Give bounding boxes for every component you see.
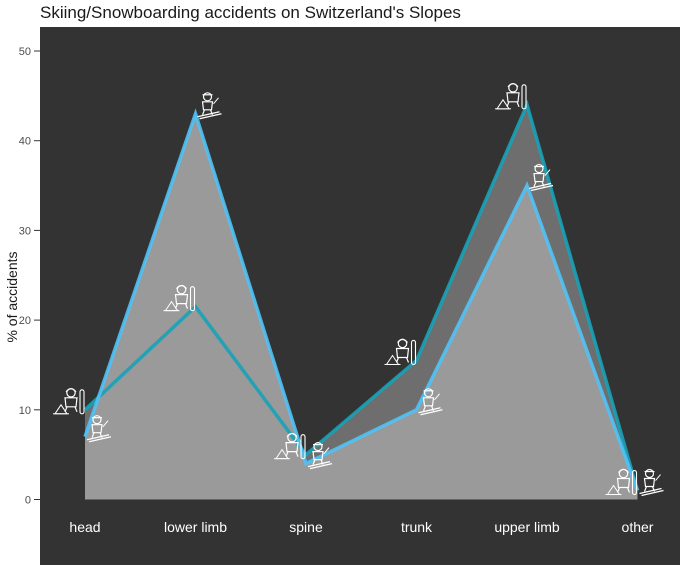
series-2-line — [83, 108, 640, 492]
series-2-area — [85, 113, 638, 500]
x-tick-label: other — [622, 519, 654, 535]
y-axis-title: % of accidents — [4, 251, 20, 342]
y-tick-label: 20 — [19, 315, 31, 327]
x-tick-label: trunk — [401, 519, 433, 535]
x-tick-label: spine — [289, 519, 323, 535]
series-1-line — [83, 99, 640, 492]
x-tick-label: lower limb — [164, 519, 227, 535]
y-tick-label: 0 — [25, 495, 31, 507]
y-tick-label: 50 — [19, 46, 31, 58]
y-tick-label: 30 — [19, 225, 31, 237]
x-tick-label: head — [69, 519, 100, 535]
chart-title: Skiing/Snowboarding accidents on Switzer… — [40, 3, 461, 22]
y-tick-label: 40 — [19, 136, 31, 148]
y-tick-label: 10 — [19, 405, 31, 417]
x-tick-label: upper limb — [494, 519, 560, 535]
